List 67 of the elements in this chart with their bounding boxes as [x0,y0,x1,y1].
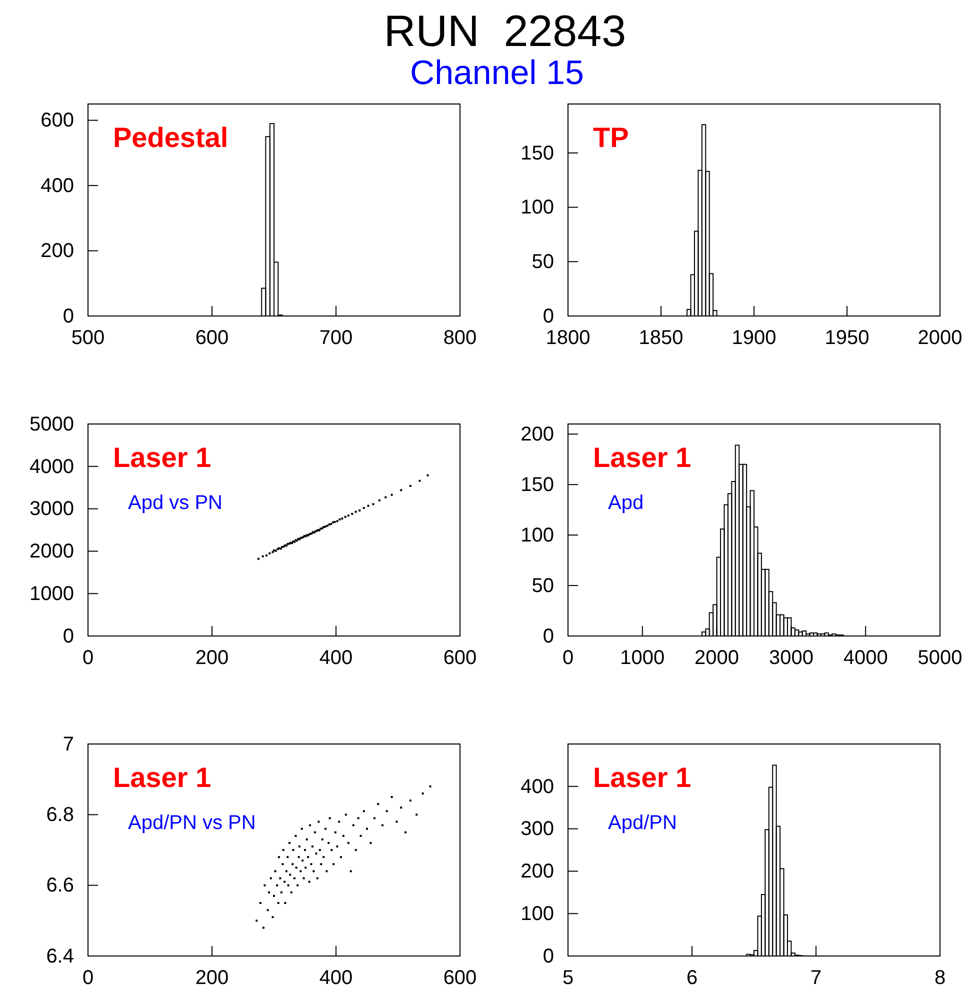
x-tick-label: 2000 [694,647,740,670]
y-tick-label: 150 [520,142,554,164]
x-tick-label: 0 [82,967,94,988]
x-tick-label: 200 [195,647,229,670]
y-tick-label: 0 [542,945,554,968]
annotation: Laser 1 [593,762,692,793]
annotation: Apd/PN [608,812,677,834]
y-tick-label: 100 [520,196,554,219]
x-tick-label: 1900 [732,327,776,350]
y-tick-label: 1000 [30,583,74,605]
annotation: Laser 1 [113,762,212,793]
x-tick-label: 600 [443,967,477,988]
chart-subtitle: Channel 15 [410,54,584,92]
x-tick-label: 4000 [843,647,888,670]
y-tick-label: 200 [520,860,554,883]
y-tick-label: 6.4 [46,945,74,968]
annotation: Apd [608,492,644,514]
x-tick-label: 8 [934,967,946,988]
y-tick-label: 50 [532,251,554,274]
annotation: TP [593,122,629,153]
x-tick-label: 1000 [620,647,665,670]
y-tick-label: 200 [40,240,74,262]
x-tick-label: 700 [319,327,353,350]
annotation: Apd/PN vs PN [128,812,256,834]
y-tick-label: 400 [40,174,74,197]
annotation: Pedestal [113,122,228,153]
y-tick-label: 400 [520,776,554,798]
x-tick-label: 1800 [546,327,590,350]
x-tick-label: 5000 [918,647,962,670]
x-tick-label: 0 [82,647,94,670]
annotation: Laser 1 [113,442,212,473]
y-tick-label: 100 [520,903,554,925]
x-tick-label: 200 [195,967,229,988]
y-tick-label: 300 [520,818,554,840]
chart-title: RUN 22843 [384,7,626,56]
x-tick-label: 0 [562,647,574,670]
y-tick-label: 100 [520,524,554,546]
x-tick-label: 600 [195,327,229,350]
annotation: Apd vs PN [128,492,222,514]
y-tick-label: 6.8 [46,804,74,826]
x-tick-label: 2000 [918,327,962,350]
y-tick-label: 600 [40,110,74,132]
x-tick-label: 6 [686,967,698,988]
x-tick-label: 400 [319,647,353,670]
y-tick-label: 150 [520,474,554,496]
x-tick-label: 600 [443,647,477,670]
y-tick-label: 0 [542,625,554,648]
x-tick-label: 3000 [768,647,814,670]
x-tick-label: 1850 [638,327,684,350]
y-tick-label: 200 [520,423,554,446]
x-tick-label: 400 [319,967,353,988]
y-tick-label: 5000 [30,413,74,436]
x-tick-label: 7 [810,967,822,988]
y-tick-label: 50 [532,574,554,597]
annotation: Laser 1 [593,442,692,473]
x-tick-label: 5 [562,967,574,988]
y-tick-label: 7 [62,733,74,756]
y-tick-label: 0 [542,305,554,328]
y-tick-label: 6.6 [46,874,74,897]
y-tick-label: 2000 [30,540,74,563]
y-tick-label: 4000 [30,456,74,478]
x-tick-label: 500 [71,327,105,350]
x-tick-label: 800 [443,327,477,350]
y-tick-label: 3000 [30,498,74,520]
y-tick-label: 0 [62,305,74,328]
x-tick-label: 1950 [824,327,870,350]
y-tick-label: 0 [62,625,74,648]
